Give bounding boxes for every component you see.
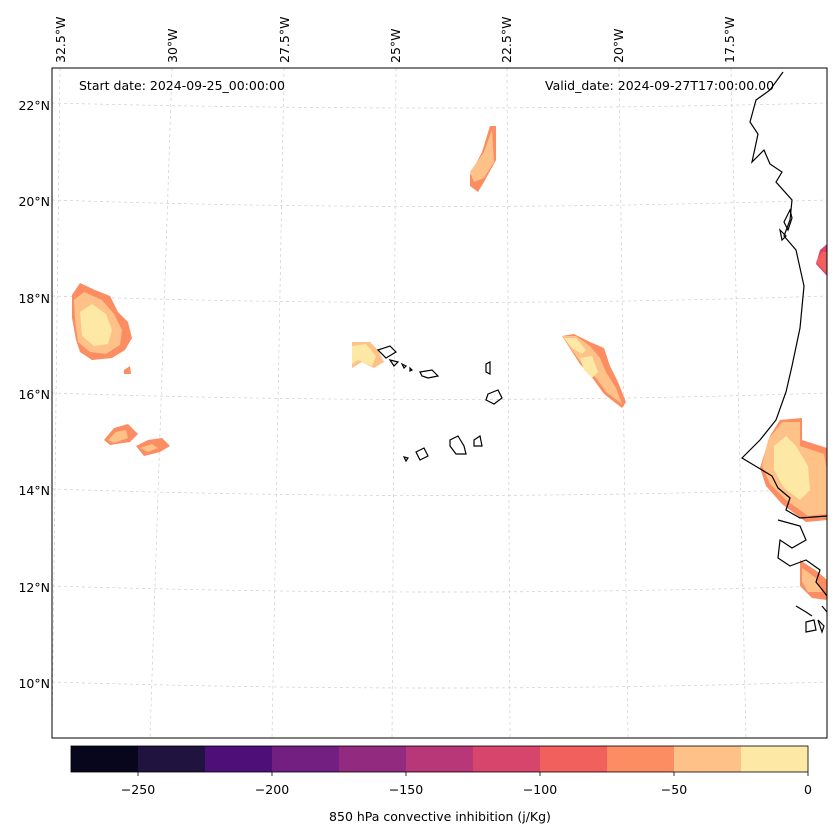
cin-region-nw [80,304,112,346]
gridlines [52,68,827,738]
map-frame [51,67,828,739]
lon-label: 30°W [165,28,180,63]
cin-region-sw [108,430,128,443]
colorbar-tick-label: −150 [388,782,424,797]
lon-label: 20°W [611,28,626,63]
colorbar-segment [71,746,139,772]
colorbar-segment [674,746,742,772]
colorbar-tick-label: −50 [660,782,688,797]
lat-label: 20°N [18,194,50,209]
colorbar-tick-label: −200 [254,782,290,797]
colorbar-segment [272,746,340,772]
cin-region-coast [774,436,810,500]
colorbar-segment [205,746,273,772]
colorbar-segment [741,746,809,772]
cin-region-nw [124,366,131,374]
colorbar-segment [138,746,206,772]
map-background [52,68,827,738]
colorbar-segment [406,746,474,772]
lon-label: 32.5°W [53,16,68,63]
lon-label: 17.5°W [722,16,737,63]
colorbar-segment [473,746,541,772]
lat-label: 10°N [18,676,50,691]
lat-label: 18°N [18,291,50,306]
cin-region-central [352,344,376,366]
cin-region-east [564,338,586,354]
cin-contours [72,126,827,600]
cin-region-ne [816,252,827,274]
colorbar-segment [540,746,608,772]
cin-region-north [470,130,494,182]
lon-label: 27.5°W [277,16,292,63]
colorbar-tick-label: −250 [120,782,156,797]
coastlines [376,71,827,634]
cin-region-coast [802,568,822,592]
lat-label: 14°N [18,483,50,498]
colorbar [70,745,809,776]
colorbar-frame [70,745,809,773]
lat-label: 12°N [18,580,50,595]
start-date-label: Start date: 2024-09-25_00:00:00 [79,78,285,93]
lon-label: 22.5°W [499,16,514,63]
cin-region-sw [140,444,158,452]
valid-date-label: Valid_date: 2024-09-27T17:00:00.00 [545,78,775,93]
colorbar-tick-label: 0 [804,782,812,797]
colorbar-segment [339,746,407,772]
lat-label: 22°N [18,98,50,113]
cin-region-east [580,356,598,378]
lat-label: 16°N [18,387,50,402]
colorbar-segment [607,746,675,772]
lon-label: 25°W [388,28,403,63]
colorbar-title: 850 hPa convective inhibition (j/Kg) [329,809,551,824]
colorbar-tick-label: −100 [522,782,558,797]
